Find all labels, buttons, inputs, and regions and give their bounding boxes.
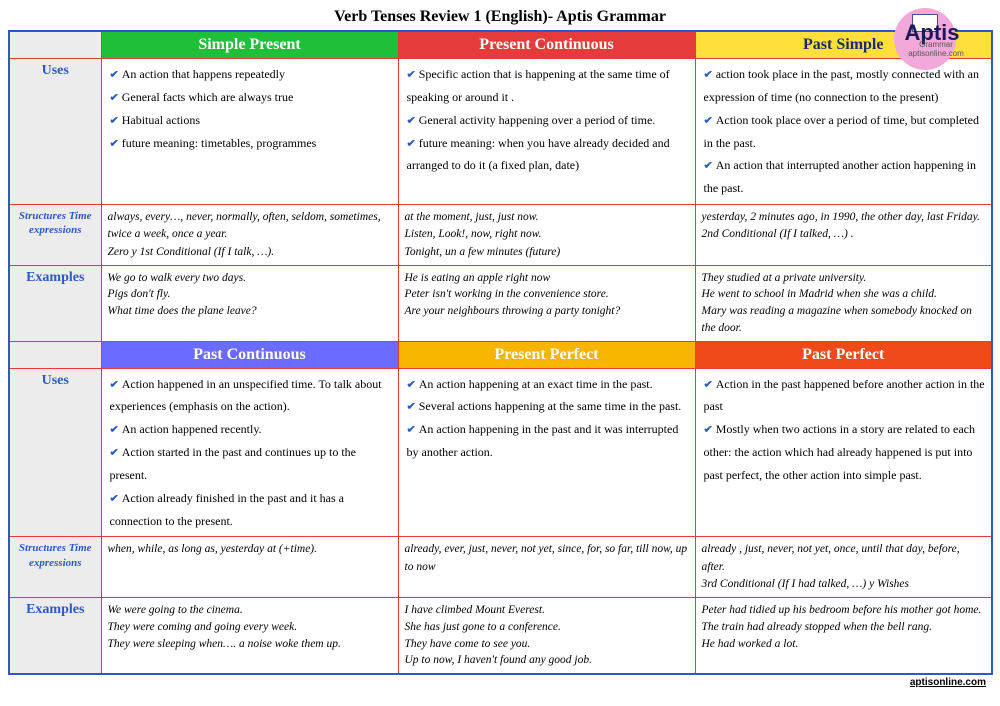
row-label-examples: Examples	[9, 265, 101, 341]
uses-row-1: Uses ✔An action that happens repeatedly✔…	[9, 59, 992, 205]
check-icon: ✔	[110, 444, 119, 463]
uses-item: ✔Action happened in an unspecified time.…	[108, 373, 392, 419]
tenses-table: Simple Present Present Continuous Past S…	[8, 30, 993, 675]
check-icon: ✔	[704, 112, 713, 131]
row-label-uses: Uses	[9, 368, 101, 537]
examples-past-perfect: Peter had tidied up his bedroom before h…	[695, 598, 992, 674]
uses-item: ✔An action happened recently.	[108, 418, 392, 441]
uses-item: ✔action took place in the past, mostly c…	[702, 63, 986, 109]
logo-sub-text: Grammaraptisonline.com	[886, 40, 986, 58]
uses-item: ✔Action started in the past and continue…	[108, 441, 392, 487]
check-icon: ✔	[704, 376, 713, 395]
uses-item: ✔General facts which are always true	[108, 86, 392, 109]
footer-link[interactable]: aptisonline.com	[8, 675, 992, 688]
uses-item: ✔future meaning: when you have already d…	[405, 132, 689, 178]
header-present-perfect: Present Perfect	[398, 341, 695, 368]
check-icon: ✔	[407, 421, 416, 440]
uses-item: ✔Specific action that is happening at th…	[405, 63, 689, 109]
uses-item: ✔An action happening in the past and it …	[405, 418, 689, 464]
check-icon: ✔	[407, 398, 416, 417]
header-row-2: Past Continuous Present Perfect Past Per…	[9, 341, 992, 368]
check-icon: ✔	[407, 376, 416, 395]
structures-past-simple: yesterday, 2 minutes ago, in 1990, the o…	[695, 205, 992, 266]
check-icon: ✔	[110, 135, 119, 154]
structures-past-perfect: already , just, never, not yet, once, un…	[695, 537, 992, 598]
examples-past-simple: They studied at a private university.He …	[695, 265, 992, 341]
corner-cell	[9, 31, 101, 59]
header-present-continuous: Present Continuous	[398, 31, 695, 59]
uses-item: ✔Several actions happening at the same t…	[405, 395, 689, 418]
uses-item: ✔Action took place over a period of time…	[702, 109, 986, 155]
header-simple-present: Simple Present	[101, 31, 398, 59]
uses-simple-present: ✔An action that happens repeatedly✔Gener…	[101, 59, 398, 205]
check-icon: ✔	[110, 66, 119, 85]
header-row-1: Simple Present Present Continuous Past S…	[9, 31, 992, 59]
examples-past-continuous: We were going to the cinema.They were co…	[101, 598, 398, 674]
uses-present-continuous: ✔Specific action that is happening at th…	[398, 59, 695, 205]
uses-row-2: Uses ✔Action happened in an unspecified …	[9, 368, 992, 537]
uses-item: ✔An action happening at an exact time in…	[405, 373, 689, 396]
structures-simple-present: always, every…, never, normally, often, …	[101, 205, 398, 266]
uses-item: ✔An action that interrupted another acti…	[702, 154, 986, 200]
uses-item: ✔Mostly when two actions in a story are …	[702, 418, 986, 486]
check-icon: ✔	[704, 421, 713, 440]
check-icon: ✔	[407, 66, 416, 85]
check-icon: ✔	[110, 376, 119, 395]
structures-present-continuous: at the moment, just, just now.Listen, Lo…	[398, 205, 695, 266]
header-past-continuous: Past Continuous	[101, 341, 398, 368]
structures-row-2: Structures Time expressions when, while,…	[9, 537, 992, 598]
structures-present-perfect: already, ever, just, never, not yet, sin…	[398, 537, 695, 598]
uses-item: ✔Action in the past happened before anot…	[702, 373, 986, 419]
check-icon: ✔	[407, 112, 416, 131]
uses-past-perfect: ✔Action in the past happened before anot…	[695, 368, 992, 537]
examples-present-continuous: He is eating an apple right nowPeter isn…	[398, 265, 695, 341]
examples-row-1: Examples We go to walk every two days.Pi…	[9, 265, 992, 341]
uses-item: ✔Action already finished in the past and…	[108, 487, 392, 533]
row-label-structures: Structures Time expressions	[9, 205, 101, 266]
brand-logo: Aptis Grammaraptisonline.com	[886, 6, 986, 62]
examples-row-2: Examples We were going to the cinema.The…	[9, 598, 992, 674]
check-icon: ✔	[704, 157, 713, 176]
uses-item: ✔Habitual actions	[108, 109, 392, 132]
uses-item: ✔An action that happens repeatedly	[108, 63, 392, 86]
check-icon: ✔	[110, 112, 119, 131]
check-icon: ✔	[110, 89, 119, 108]
row-label-structures: Structures Time expressions	[9, 537, 101, 598]
uses-past-continuous: ✔Action happened in an unspecified time.…	[101, 368, 398, 537]
structures-past-continuous: when, while, as long as, yesterday at (+…	[101, 537, 398, 598]
uses-past-simple: ✔action took place in the past, mostly c…	[695, 59, 992, 205]
check-icon: ✔	[407, 135, 416, 154]
row-label-uses: Uses	[9, 59, 101, 205]
examples-present-perfect: I have climbed Mount Everest.She has jus…	[398, 598, 695, 674]
check-icon: ✔	[110, 421, 119, 440]
structures-row-1: Structures Time expressions always, ever…	[9, 205, 992, 266]
page-title: Verb Tenses Review 1 (English)- Aptis Gr…	[8, 8, 992, 26]
header-past-perfect: Past Perfect	[695, 341, 992, 368]
examples-simple-present: We go to walk every two days.Pigs don't …	[101, 265, 398, 341]
uses-present-perfect: ✔An action happening at an exact time in…	[398, 368, 695, 537]
corner-cell	[9, 341, 101, 368]
check-icon: ✔	[110, 490, 119, 509]
uses-item: ✔General activity happening over a perio…	[405, 109, 689, 132]
uses-item: ✔future meaning: timetables, programmes	[108, 132, 392, 155]
check-icon: ✔	[704, 66, 713, 85]
row-label-examples: Examples	[9, 598, 101, 674]
